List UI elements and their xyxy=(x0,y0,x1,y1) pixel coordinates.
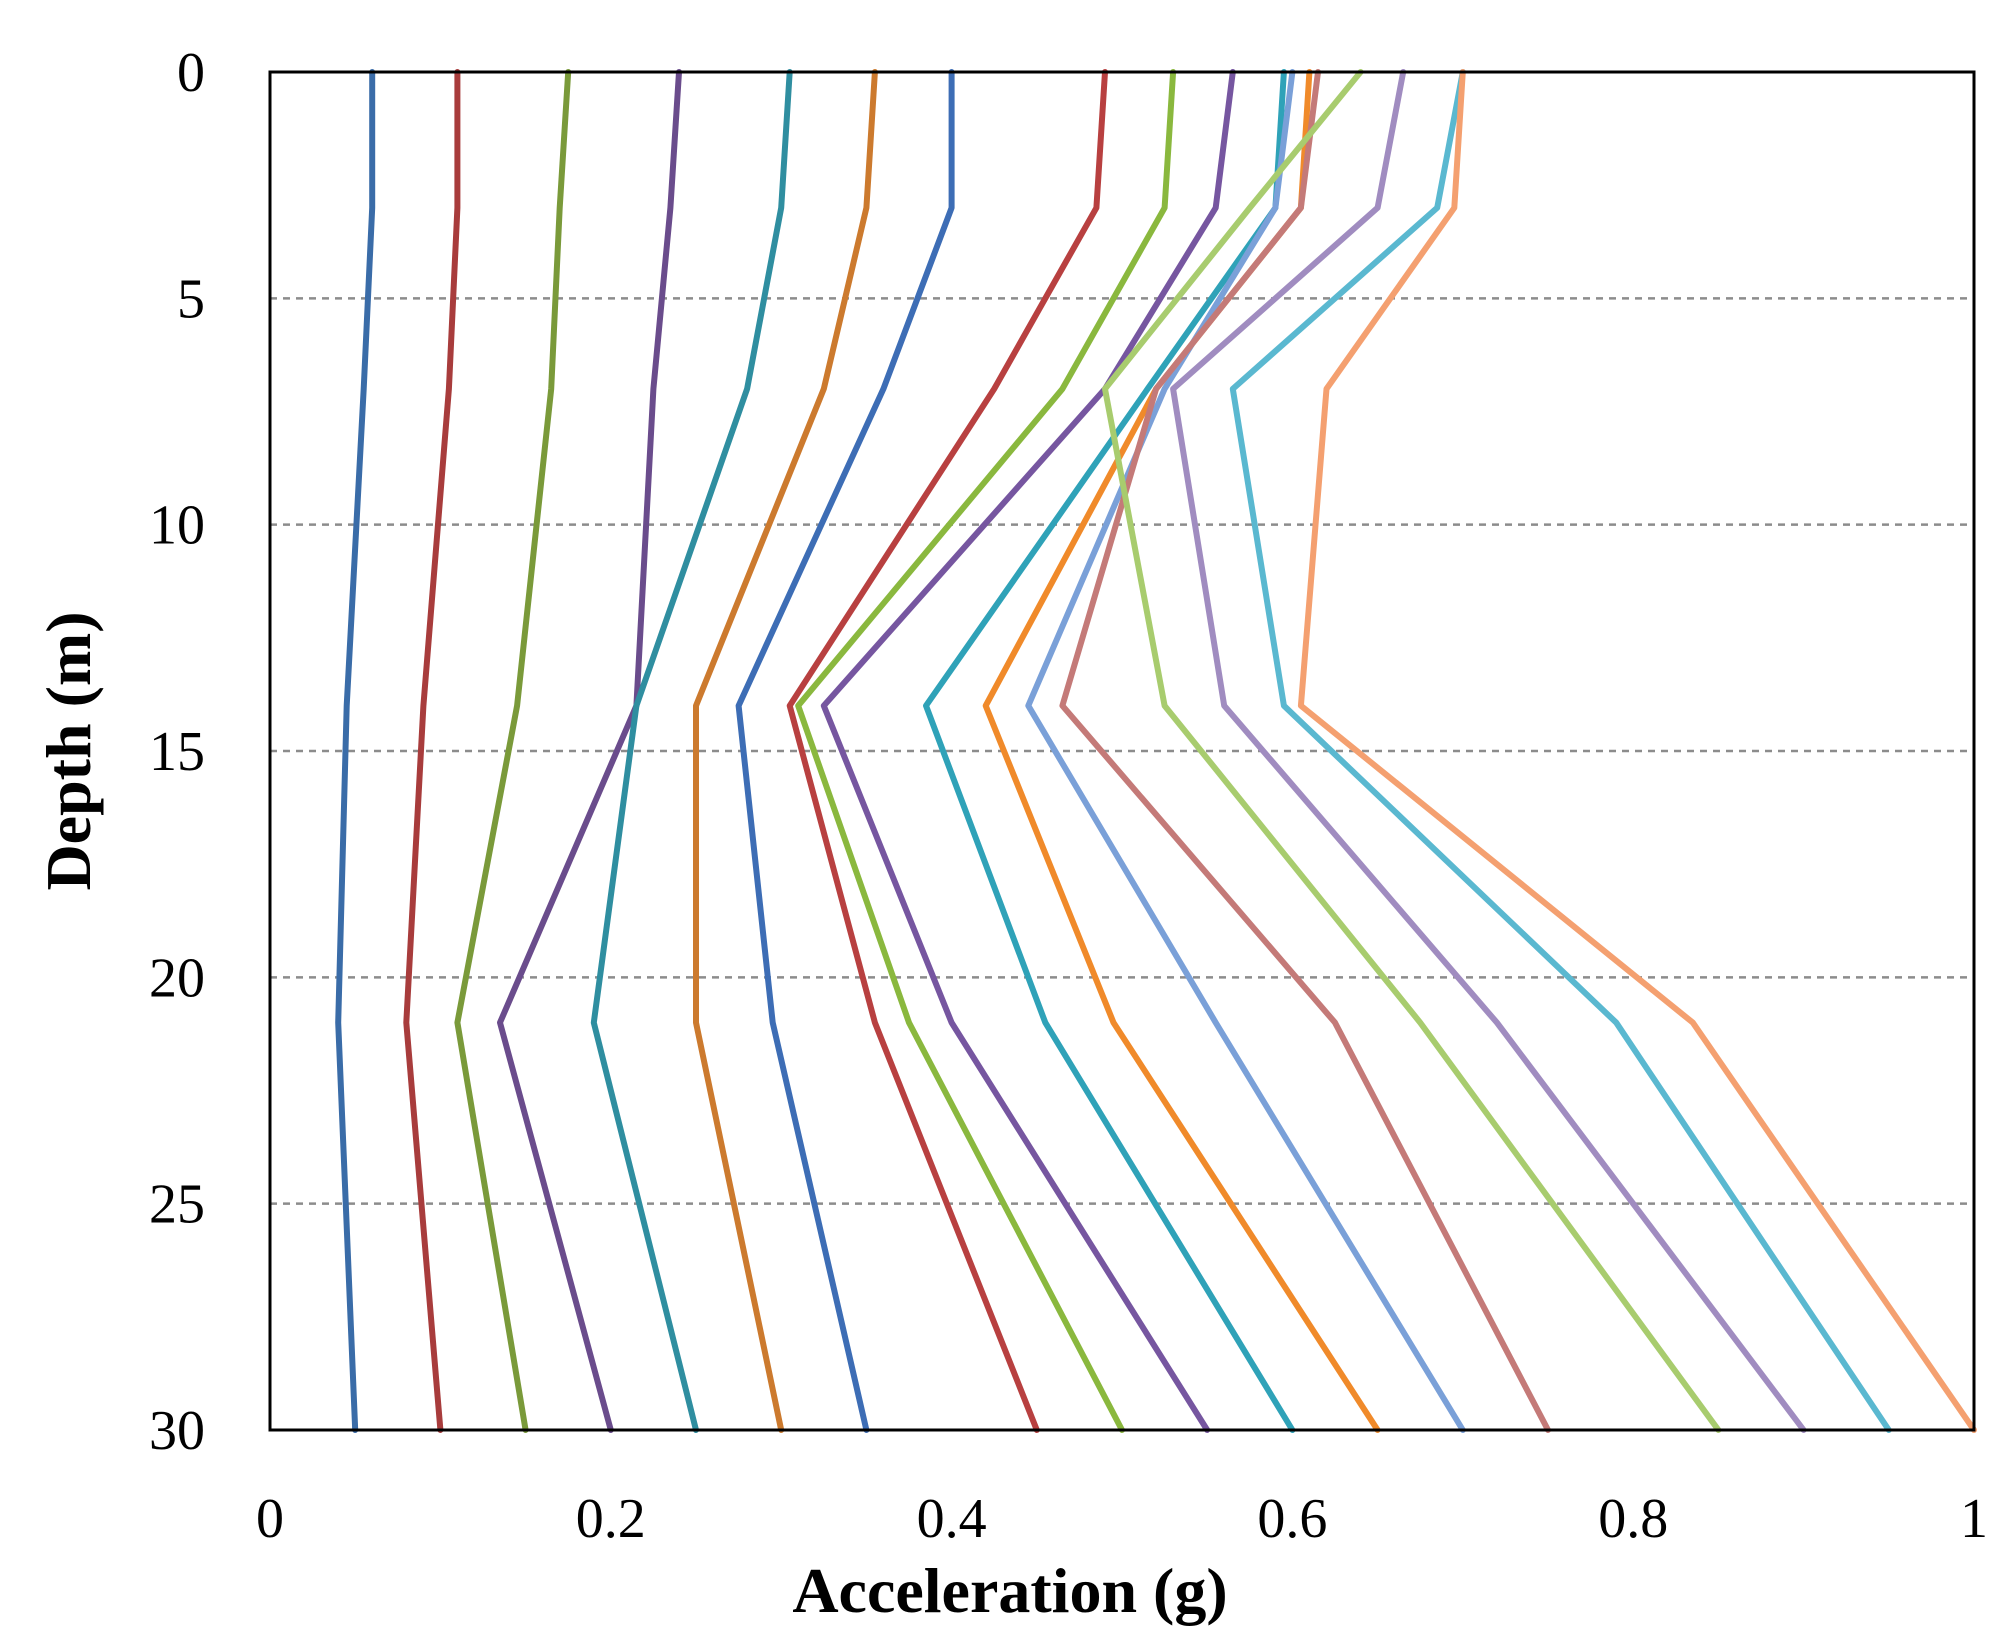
x-tick-label: 0.6 xyxy=(1257,1488,1327,1550)
series-line-s1 xyxy=(335,69,376,1433)
series-line-s7 xyxy=(735,69,955,1433)
y-tick-label: 0 xyxy=(177,42,205,104)
plot-area-frame xyxy=(268,70,1976,1432)
x-tick-label: 1 xyxy=(1960,1488,1988,1550)
x-tick-label: 0.4 xyxy=(917,1488,987,1550)
y-tick-label: 5 xyxy=(177,268,205,330)
series-line-s14 xyxy=(1059,69,1551,1433)
y-tick-label: 25 xyxy=(149,1174,205,1236)
x-tick-label: 0.2 xyxy=(576,1488,646,1550)
y-axis-title: Depth (m) xyxy=(33,611,104,890)
x-tick-label: 0.8 xyxy=(1598,1488,1668,1550)
series-line-s4 xyxy=(497,69,682,1433)
x-axis-title: Acceleration (g) xyxy=(792,1555,1227,1626)
y-tick-label: 30 xyxy=(149,1400,205,1462)
y-tick-labels: 0 5 10 15 20 25 30 xyxy=(149,42,205,1462)
series-line-s10 xyxy=(820,69,1236,1433)
series-line-s8 xyxy=(786,69,1108,1433)
series-line-s18 xyxy=(1297,69,1977,1433)
series-line-s13 xyxy=(1025,69,1466,1433)
series-group xyxy=(335,69,1977,1433)
x-tick-labels: 0 0.2 0.4 0.6 0.8 1 xyxy=(256,1488,1988,1550)
y-tick-label: 10 xyxy=(149,495,205,557)
series-line-s16 xyxy=(1170,69,1807,1433)
grid-lines xyxy=(270,297,1974,1205)
series-line-s15 xyxy=(1102,69,1722,1433)
y-tick-label: 15 xyxy=(149,721,205,783)
series-line-s6 xyxy=(693,69,878,1433)
y-tick-label: 20 xyxy=(149,947,205,1009)
series-line-s3 xyxy=(454,69,572,1433)
series-line-s17 xyxy=(1229,69,1892,1433)
series-line-s5 xyxy=(590,69,793,1433)
series-line-s9 xyxy=(795,69,1177,1433)
x-tick-label: 0 xyxy=(256,1488,284,1550)
series-line-s2 xyxy=(403,69,461,1433)
